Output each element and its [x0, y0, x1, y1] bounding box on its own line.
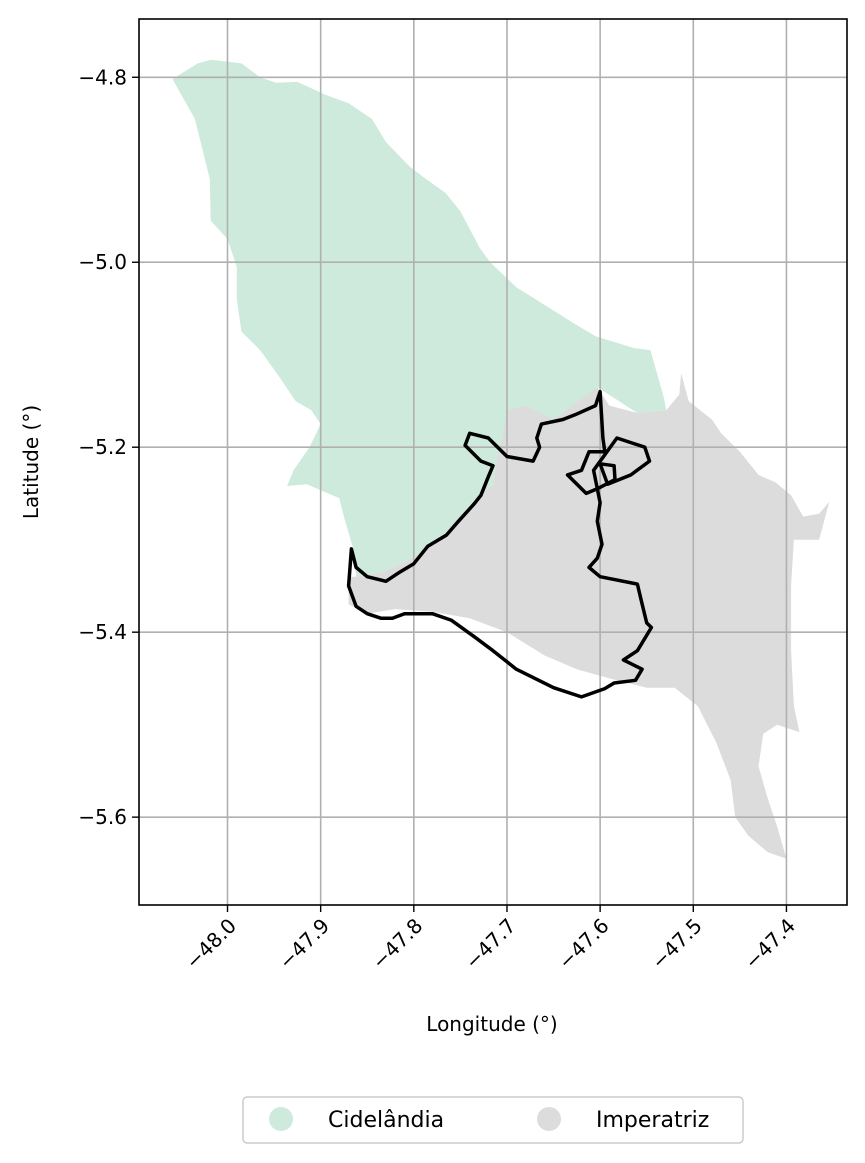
urban-boundary-outline: [346, 389, 654, 699]
x-axis-label: Longitude (°): [426, 1012, 557, 1036]
y-tick-label: −5.0: [78, 250, 127, 274]
y-tick-label: −5.2: [78, 435, 127, 459]
y-axis: −4.8 −5.0 −5.2 −5.4 −5.6: [78, 65, 139, 829]
plot-frame: [138, 18, 848, 906]
y-tick-label: −5.6: [78, 805, 127, 829]
legend-marker-cidelandia: [269, 1107, 293, 1131]
boundary-layer: [346, 389, 654, 699]
legend-frame: [242, 1096, 744, 1144]
legend: Cidelândia Imperatriz: [242, 1096, 744, 1144]
grid-lines: [139, 19, 847, 905]
legend-label-imperatriz: Imperatriz: [596, 1108, 709, 1133]
y-tick-label: −5.4: [78, 620, 127, 644]
region-layer: [172, 59, 830, 859]
legend-marker-imperatriz: [537, 1107, 561, 1131]
y-tick-label: −4.8: [78, 65, 127, 89]
region-cidelandia: [172, 59, 667, 577]
region-imperatriz: [348, 373, 830, 859]
legend-label-cidelandia: Cidelândia: [328, 1108, 444, 1133]
y-axis-label: Latitude (°): [19, 405, 43, 519]
